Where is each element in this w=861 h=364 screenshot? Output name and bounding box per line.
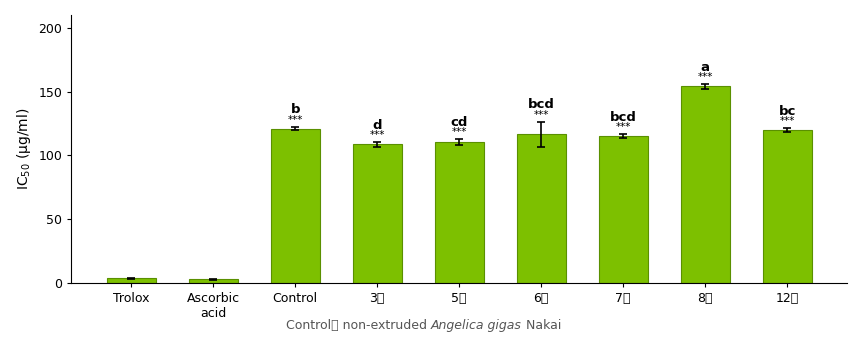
- Text: ***: ***: [697, 72, 712, 82]
- Text: ***: ***: [615, 122, 630, 132]
- Text: ***: ***: [451, 127, 467, 137]
- Bar: [107, 278, 156, 283]
- Text: Nakai: Nakai: [521, 319, 561, 332]
- Bar: [270, 128, 319, 283]
- Text: a: a: [700, 61, 709, 74]
- Text: Angelica gigas: Angelica gigas: [430, 319, 521, 332]
- Text: bcd: bcd: [609, 111, 636, 124]
- Text: ***: ***: [288, 115, 302, 125]
- Text: cd: cd: [450, 115, 468, 128]
- Bar: [434, 142, 483, 283]
- Text: d: d: [372, 119, 381, 132]
- Text: ***: ***: [533, 110, 548, 120]
- Bar: [516, 134, 565, 283]
- Text: Control： non-extruded: Control： non-extruded: [286, 319, 430, 332]
- Bar: [352, 145, 401, 283]
- Bar: [680, 86, 729, 283]
- Bar: [598, 136, 647, 283]
- Text: bc: bc: [777, 105, 795, 118]
- Bar: [762, 130, 811, 283]
- Text: b: b: [290, 103, 300, 116]
- Text: ***: ***: [778, 116, 794, 126]
- Text: ***: ***: [369, 130, 385, 140]
- Y-axis label: IC$_{50}$ (μg/ml): IC$_{50}$ (μg/ml): [15, 108, 33, 190]
- Bar: [189, 279, 238, 283]
- Text: bcd: bcd: [527, 98, 554, 111]
